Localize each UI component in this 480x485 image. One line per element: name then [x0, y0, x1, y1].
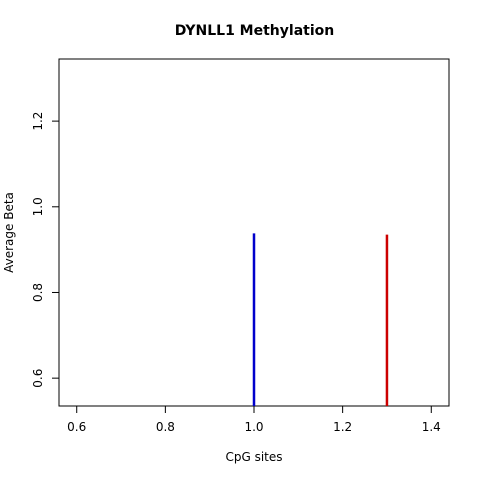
chart-title: DYNLL1 Methylation	[175, 23, 334, 39]
x-tick-label: 0.6	[67, 420, 86, 434]
y-tick-label: 1.0	[31, 197, 45, 216]
x-tick-label: 1.2	[333, 420, 352, 434]
y-axis-label: Average Beta	[2, 192, 16, 273]
x-tick-label: 1.0	[244, 420, 263, 434]
x-axis: 0.6 0.8 1.0 1.2 1.4	[67, 406, 441, 434]
x-tick-label: 1.4	[422, 420, 441, 434]
y-tick-label: 1.2	[31, 112, 45, 131]
y-tick-label: 0.8	[31, 283, 45, 302]
data-marks	[252, 233, 389, 406]
x-tick-label: 0.8	[156, 420, 175, 434]
y-tick-label: 0.6	[31, 369, 45, 388]
x-axis-label: CpG sites	[225, 450, 282, 464]
y-axis: 0.6 0.8 1.0 1.2	[31, 112, 59, 388]
